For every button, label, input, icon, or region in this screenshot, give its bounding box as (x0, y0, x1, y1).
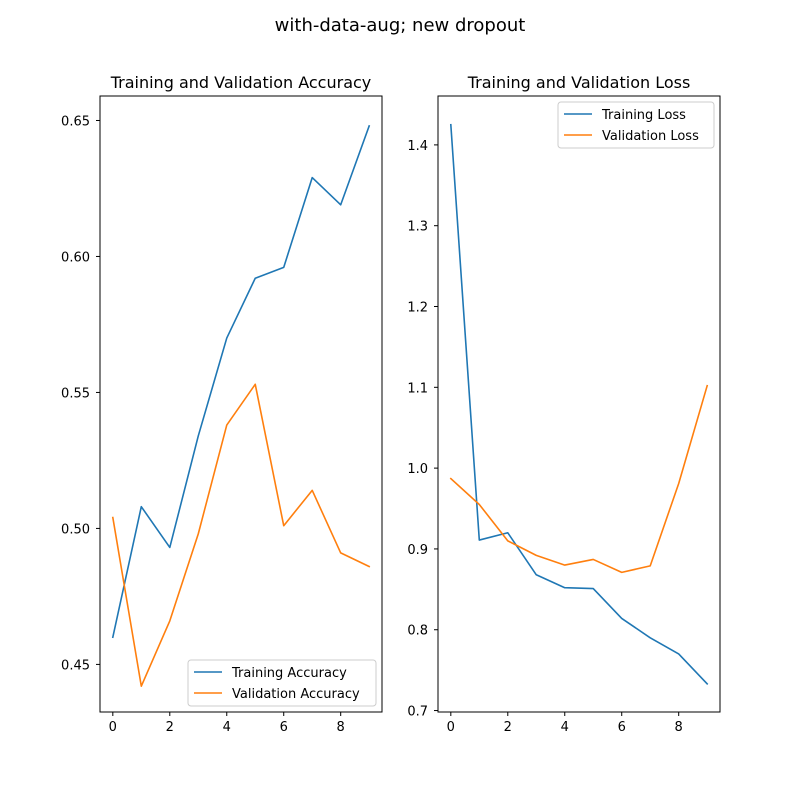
x-tick-label: 4 (223, 720, 231, 735)
y-tick-label: 0.55 (61, 386, 90, 401)
chart-title: Training and Validation Accuracy (110, 73, 372, 92)
loss-chart: Training and Validation Loss 0 2 4 6 8 0.7 0.8 0… (407, 73, 721, 735)
figure-title: with-data-aug; new dropout (275, 15, 526, 36)
legend: Training Accuracy Validation Accuracy (187, 659, 377, 707)
y-tick-label: 1.0 (407, 462, 428, 477)
x-tick-label: 4 (561, 720, 569, 735)
accuracy-chart: Training and Validation Accuracy 0 2 4 6 8 0.4… (61, 73, 383, 735)
legend-label: Validation Loss (602, 129, 699, 144)
x-tick-label: 8 (337, 720, 345, 735)
legend-label: Validation Accuracy (232, 687, 360, 702)
x-tick-label: 6 (618, 720, 626, 735)
legend-box (557, 101, 715, 149)
chart-title: Training and Validation Loss (467, 73, 691, 92)
y-tick-label: 1.1 (407, 381, 428, 396)
series-line-validation-loss (449, 384, 709, 574)
y-tick-label: 0.60 (61, 250, 90, 265)
series-line-training-accuracy (111, 124, 371, 639)
y-tick-label: 1.4 (407, 139, 428, 154)
plot-frame (99, 95, 383, 713)
x-tick-label: 2 (504, 720, 512, 735)
series-line-training-loss (449, 123, 709, 686)
y-tick-label: 1.3 (407, 220, 428, 235)
legend: Training Loss Validation Loss (557, 101, 715, 149)
y-tick-label: 1.2 (407, 301, 428, 316)
legend-label: Training Accuracy (231, 666, 347, 681)
y-tick-label: 0.50 (61, 522, 90, 537)
y-tick-label: 0.65 (61, 114, 90, 129)
x-tick-label: 0 (109, 720, 117, 735)
x-tick-label: 2 (166, 720, 174, 735)
y-tick-label: 0.45 (61, 658, 90, 673)
x-tick-label: 0 (447, 720, 455, 735)
series-line-validation-accuracy (111, 383, 371, 687)
plot-frame (437, 95, 721, 713)
y-tick-label: 0.7 (407, 705, 428, 720)
x-tick-label: 6 (280, 720, 288, 735)
y-tick-label: 0.9 (407, 543, 428, 558)
y-tick-label: 0.8 (407, 624, 428, 639)
legend-label: Training Loss (601, 108, 686, 123)
x-tick-label: 8 (675, 720, 683, 735)
legend-box (187, 659, 377, 707)
